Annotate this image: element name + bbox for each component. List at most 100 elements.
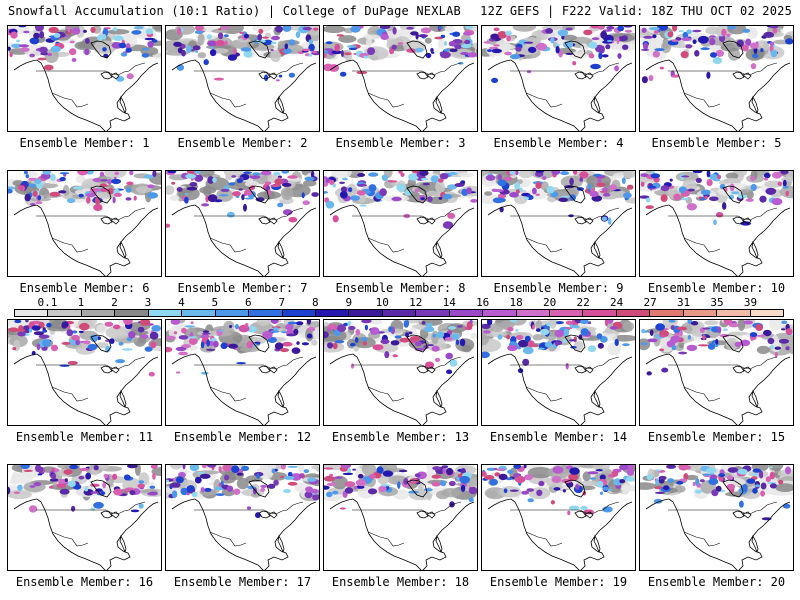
map-outline: [13, 40, 159, 131]
snowfall-shading: [8, 26, 161, 82]
ensemble-member-label: Ensemble Member: 1: [19, 136, 150, 150]
country-borders: [510, 356, 620, 402]
colorbar-tick-label: 0.1: [37, 296, 58, 309]
florida-outline: [593, 389, 601, 409]
country-borders: [668, 501, 778, 547]
snowfall-shading: [8, 465, 161, 513]
colorbar-swatch: [115, 310, 149, 316]
colorbar-swatch: [483, 310, 517, 316]
ensemble-member-label: Ensemble Member: 6: [19, 281, 150, 295]
coastline: [487, 204, 633, 276]
hudson-bay-outline: [406, 185, 428, 204]
snowfall-map: [482, 26, 635, 131]
hudson-bay-outline: [248, 479, 270, 498]
ensemble-member-map: [639, 464, 794, 571]
ensemble-member-map: [165, 464, 320, 571]
coastline: [13, 353, 159, 425]
colorbar-tick-label: 14: [442, 296, 456, 309]
map-outline: [171, 334, 317, 425]
country-borders: [668, 356, 778, 402]
colorbar-tick-label: 9: [345, 296, 353, 309]
colorbar-swatch: [717, 310, 751, 316]
country-borders: [668, 207, 778, 253]
hudson-bay-outline: [406, 479, 428, 498]
ensemble-member-map: [7, 319, 162, 426]
great-lakes-outline: [416, 71, 436, 80]
coastline: [645, 59, 791, 131]
colorbar-swatch: [650, 310, 684, 316]
map-outline: [329, 334, 475, 425]
colorbar-swatch: [750, 310, 784, 316]
colorbar-swatch: [249, 310, 283, 316]
colorbar-swatch: [416, 310, 450, 316]
snowfall-map: [166, 320, 319, 425]
map-outline: [645, 479, 791, 570]
country-borders: [510, 207, 620, 253]
map-title: Snowfall Accumulation (10:1 Ratio) | Col…: [8, 4, 461, 18]
snowfall-map: [8, 26, 161, 131]
ensemble-member-label: Ensemble Member: 10: [647, 281, 786, 295]
ensemble-member-label: Ensemble Member: 19: [489, 575, 628, 589]
ensemble-member-label: Ensemble Member: 20: [647, 575, 786, 589]
hudson-bay-outline: [564, 334, 586, 353]
hudson-bay-outline: [248, 40, 270, 59]
ensemble-member-label: Ensemble Member: 5: [651, 136, 782, 150]
great-lakes-outline: [100, 510, 120, 519]
map-outline: [645, 40, 791, 131]
map-outline: [645, 185, 791, 276]
country-borders: [36, 62, 146, 108]
map-outline: [13, 479, 159, 570]
country-borders: [194, 62, 304, 108]
ensemble-member-label: Ensemble Member: 9: [493, 281, 624, 295]
snowfall-colorbar: [14, 309, 784, 317]
ensemble-member-map: [323, 170, 478, 277]
coastline: [329, 59, 475, 131]
snowfall-shading: [640, 26, 793, 84]
snowfall-map: [640, 26, 793, 131]
snowfall-shading: [166, 26, 319, 82]
great-lakes-outline: [416, 510, 436, 519]
florida-outline: [119, 95, 127, 115]
colorbar-swatch: [583, 310, 617, 316]
snowfall-map: [8, 320, 161, 425]
florida-outline: [277, 534, 285, 554]
map-outline: [171, 40, 317, 131]
country-borders: [510, 501, 620, 547]
snowfall-map: [166, 465, 319, 570]
colorbar-swatch: [182, 310, 216, 316]
snowfall-map: [8, 171, 161, 276]
colorbar-tick-label: 4: [178, 296, 185, 309]
great-lakes-outline: [732, 365, 752, 374]
great-lakes-outline: [574, 365, 594, 374]
snowfall-shading: [166, 171, 319, 228]
colorbar-tick-label: 2: [111, 296, 118, 309]
colorbar-tick-label: 10: [375, 296, 389, 309]
ensemble-member-map: [165, 170, 320, 277]
country-borders: [352, 356, 462, 402]
ensemble-member-label: Ensemble Member: 3: [335, 136, 466, 150]
ensemble-member-map: [323, 25, 478, 132]
map-outline: [487, 479, 633, 570]
colorbar-swatch: [282, 310, 316, 316]
ensemble-member-label: Ensemble Member: 13: [331, 430, 470, 444]
hudson-bay-outline: [248, 334, 270, 353]
coastline: [13, 59, 159, 131]
coastline: [645, 353, 791, 425]
colorbar-tick-label: 5: [211, 296, 219, 309]
snowfall-map: [640, 320, 793, 425]
colorbar-tick-label: 22: [576, 296, 590, 309]
hudson-bay-outline: [564, 40, 586, 59]
snowfall-map: [166, 26, 319, 131]
coastline: [171, 498, 317, 570]
colorbar-tick-label: 7: [278, 296, 286, 309]
snowfall-shading: [324, 320, 477, 375]
ensemble-member-map: [7, 464, 162, 571]
colorbar-swatch: [382, 310, 417, 316]
snowfall-map: [482, 465, 635, 570]
great-lakes-outline: [732, 216, 752, 225]
ensemble-member-map: [7, 170, 162, 277]
ensemble-member-map: [481, 319, 636, 426]
colorbar-tick-label: 3: [144, 296, 152, 309]
coastline: [13, 204, 159, 276]
hudson-bay-outline: [90, 185, 112, 204]
